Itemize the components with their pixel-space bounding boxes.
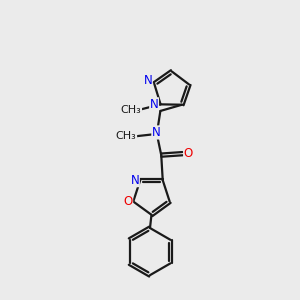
- Text: O: O: [184, 147, 193, 160]
- Text: CH₃: CH₃: [116, 131, 136, 141]
- Text: N: N: [150, 98, 158, 111]
- Text: CH₃: CH₃: [121, 105, 142, 115]
- Text: N: N: [152, 126, 161, 139]
- Text: N: N: [143, 74, 152, 87]
- Text: N: N: [130, 174, 139, 187]
- Text: O: O: [123, 195, 133, 208]
